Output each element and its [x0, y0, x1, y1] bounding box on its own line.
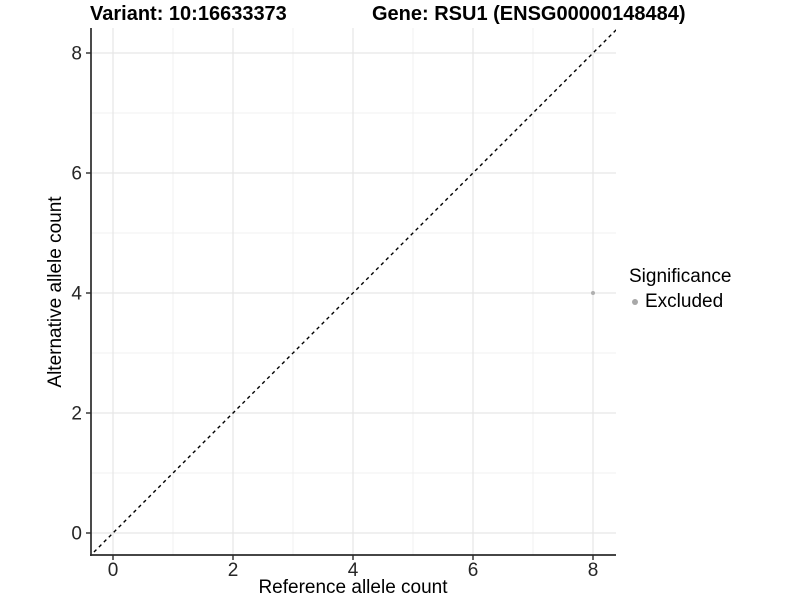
y-tick-label: 2	[71, 404, 82, 425]
x-tick-label: 2	[228, 560, 239, 581]
y-tick-label: 8	[71, 44, 82, 65]
identity-line	[91, 29, 616, 555]
x-tick-label: 4	[348, 560, 359, 581]
x-tick-label: 8	[588, 560, 599, 581]
legend-point-icon	[632, 299, 638, 305]
variant-title: Variant: 10:16633373	[90, 3, 287, 25]
legend: Significance Excluded	[629, 266, 731, 313]
x-tick-label: 6	[468, 560, 479, 581]
legend-item-label: Excluded	[645, 291, 724, 312]
x-axis-title: Reference allele count	[258, 577, 448, 598]
y-tick-label: 4	[71, 284, 82, 305]
legend-title: Significance	[629, 266, 732, 287]
y-tick-label: 6	[71, 164, 82, 185]
reference-line-group	[91, 29, 616, 555]
y-axis-title: Alternative allele count	[45, 196, 66, 388]
x-tick-label: 0	[108, 560, 119, 581]
data-point	[591, 291, 595, 295]
y-tick-label: 0	[71, 524, 82, 545]
gene-title: Gene: RSU1 (ENSG00000148484)	[372, 3, 686, 25]
legend-item-excluded: Excluded	[629, 291, 731, 313]
